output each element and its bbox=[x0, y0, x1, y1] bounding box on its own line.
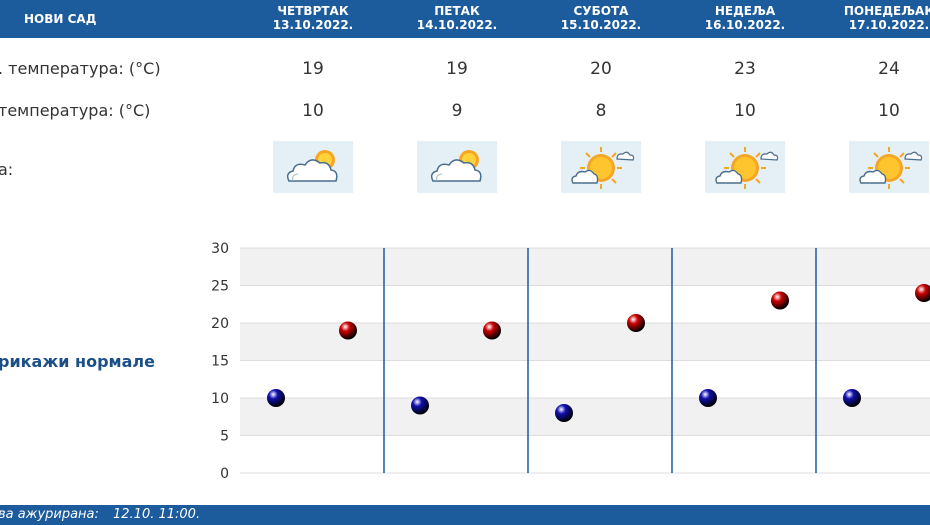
max-temp-point bbox=[915, 284, 930, 302]
updated-value: 12.10. 11:00. bbox=[113, 507, 201, 522]
max-temp-value: 19 bbox=[446, 59, 468, 79]
max-temp-point bbox=[771, 291, 789, 310]
mostly-sunny-icon bbox=[561, 141, 641, 193]
min-temp-value: 10 bbox=[302, 101, 324, 121]
partly-cloudy-icon bbox=[417, 141, 497, 193]
mostly-sunny-icon bbox=[705, 141, 785, 193]
show-normals-link[interactable]: рикажи нормале bbox=[0, 352, 155, 371]
day-name: ПЕТАК bbox=[434, 4, 480, 18]
min-temp-point bbox=[843, 389, 861, 407]
min-temp-value: 9 bbox=[451, 101, 463, 121]
day-name: ЧЕТВРТАК bbox=[277, 4, 349, 18]
day-date: 14.10.2022. bbox=[416, 18, 498, 32]
y-tick-label: 20 bbox=[211, 316, 229, 332]
max-temp-value: 23 bbox=[734, 59, 756, 79]
min-temp-value: 10 bbox=[734, 101, 756, 121]
max-temp-value: 19 bbox=[302, 59, 324, 79]
min-temp-point bbox=[267, 389, 285, 407]
weather-label: а: bbox=[0, 160, 14, 179]
max-temp-point bbox=[627, 314, 645, 332]
day-date: 16.10.2022. bbox=[704, 18, 786, 32]
city-name: НОВИ САД bbox=[24, 12, 97, 26]
y-tick-label: 10 bbox=[211, 391, 229, 407]
day-column-header: ЧЕТВРТАК 13.10.2022. bbox=[253, 4, 373, 32]
day-name: ПОНЕДЕЉАК bbox=[843, 4, 930, 18]
mostly-sunny-icon bbox=[849, 141, 929, 193]
min-temp-value: 10 bbox=[878, 101, 900, 121]
y-tick-label: 5 bbox=[220, 429, 229, 445]
forecast-header: НОВИ САД ЧЕТВРТАК 13.10.2022. ПЕТАК 14.1… bbox=[0, 0, 930, 38]
day-column-header: НЕДЕЉА 16.10.2022. bbox=[685, 4, 805, 32]
min-temp-label: температура: (°C) bbox=[0, 101, 151, 120]
grid-band bbox=[240, 248, 930, 286]
y-tick-label: 15 bbox=[211, 354, 229, 370]
day-name: СУБОТА bbox=[573, 4, 629, 18]
min-temp-point bbox=[411, 396, 429, 415]
day-date: 17.10.2022. bbox=[848, 18, 930, 32]
max-temp-point bbox=[339, 321, 357, 340]
max-temp-point bbox=[483, 321, 501, 340]
day-date: 13.10.2022. bbox=[272, 18, 354, 32]
y-tick-label: 0 bbox=[220, 466, 229, 482]
max-temp-value: 20 bbox=[590, 59, 612, 79]
min-temp-point bbox=[555, 404, 573, 422]
day-column-header: ПОНЕДЕЉАК 17.10.2022. bbox=[829, 4, 930, 32]
y-tick-label: 25 bbox=[211, 279, 229, 295]
updated-label: ва ажурирана: bbox=[0, 507, 99, 522]
temperature-chart: 0 5 10 15 20 25 30 bbox=[211, 241, 930, 482]
min-temp-value: 8 bbox=[595, 101, 607, 121]
day-name: НЕДЕЉА bbox=[714, 4, 776, 18]
grid-band bbox=[240, 398, 930, 436]
max-temp-label: . температура: (°C) bbox=[0, 59, 161, 78]
day-date: 15.10.2022. bbox=[560, 18, 642, 32]
min-temp-point bbox=[699, 389, 717, 407]
y-tick-label: 30 bbox=[211, 241, 229, 257]
day-column-header: СУБОТА 15.10.2022. bbox=[541, 4, 661, 32]
max-temp-value: 24 bbox=[878, 59, 900, 79]
partly-cloudy-icon bbox=[273, 141, 353, 193]
day-column-header: ПЕТАК 14.10.2022. bbox=[397, 4, 517, 32]
footer-bar: ва ажурирана: 12.10. 11:00. bbox=[0, 505, 930, 525]
